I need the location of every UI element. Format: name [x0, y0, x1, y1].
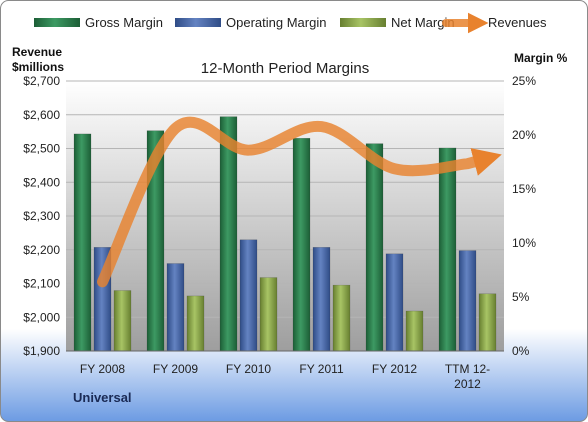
x-tick-label: FY 2010	[226, 362, 271, 376]
x-tick-label: FY 2009	[153, 362, 198, 376]
y-left-tick-label: $1,900	[23, 344, 60, 358]
y-left-tick-label: $2,000	[23, 310, 60, 324]
y-right-tick-label: 5%	[512, 290, 530, 304]
y-right-tick-label: 25%	[512, 74, 536, 88]
legend-revenues-text: Revenues	[488, 15, 547, 30]
operating-margin-bar	[458, 250, 477, 352]
y-left-tick-label: $2,300	[23, 209, 60, 223]
left-axis-ticks: $1,900 $2,000 $2,100 $2,200 $2,300 $2,400 $2,5…	[23, 74, 60, 358]
y-left-tick-label: $2,500	[23, 142, 60, 156]
x-tick-label: FY 2008	[80, 362, 125, 376]
legend-operating-margin-swatch	[175, 18, 221, 27]
y-left-tick-label: $2,600	[23, 108, 60, 122]
net-margin-bar	[405, 310, 424, 352]
revenues-line	[97, 116, 502, 288]
legend-net-margin-swatch	[340, 18, 386, 27]
operating-margin-bar	[239, 239, 258, 352]
y-left-tick-label: $2,700	[23, 74, 60, 88]
net-margin-bar	[186, 295, 205, 352]
legend-operating-margin-text: Operating Margin	[226, 15, 326, 30]
y-right-tick-label: 0%	[512, 344, 530, 358]
y-left-tick-label: $2,400	[23, 175, 60, 189]
chart-title: 12-Month Period Margins	[201, 60, 369, 77]
gross-margin-bar	[438, 147, 457, 352]
legend: Gross Margin Operating Margin Net Margin Re…	[34, 12, 547, 34]
legend-gross-margin-swatch	[34, 18, 80, 27]
legend-gross-margin-text: Gross Margin	[85, 15, 163, 30]
operating-margin-bar	[385, 253, 404, 352]
y-right-tick-label: 10%	[512, 236, 536, 250]
revenue-line-layer	[97, 116, 502, 288]
legend-net-margin-text: Net Margin	[391, 15, 455, 30]
x-tick-label: FY 2012	[372, 362, 417, 376]
y-left-tick-label: $2,100	[23, 277, 60, 291]
net-margin-bar	[259, 277, 278, 352]
y-right-tick-label: 15%	[512, 182, 536, 196]
right-axis-ticks: 0% 5% 10% 15% 20% 25%	[512, 74, 536, 358]
gross-margin-bar	[73, 133, 92, 352]
company-label: Universal	[73, 390, 132, 405]
gross-margin-bar	[292, 137, 311, 352]
y-left-tick-label: $2,200	[23, 243, 60, 257]
net-margin-bar	[113, 290, 132, 352]
x-tick-label: TTM 12-2012	[445, 362, 490, 391]
gross-margin-bar	[365, 143, 384, 352]
operating-margin-bar	[312, 247, 331, 352]
operating-margin-bar	[166, 263, 185, 352]
net-margin-bar	[332, 284, 351, 352]
x-tick-label: FY 2011	[299, 362, 344, 376]
y-right-tick-label: 20%	[512, 128, 536, 142]
net-margin-bar	[478, 293, 497, 352]
y-left-label-line-2: $millions	[12, 60, 64, 74]
y-left-label-line-1: Revenue	[12, 45, 62, 59]
y-right-label: Margin %	[514, 51, 568, 65]
x-axis-ticks: FY 2008 FY 2009 FY 2010 FY 2011 FY 2012 TTM 1…	[80, 362, 490, 391]
